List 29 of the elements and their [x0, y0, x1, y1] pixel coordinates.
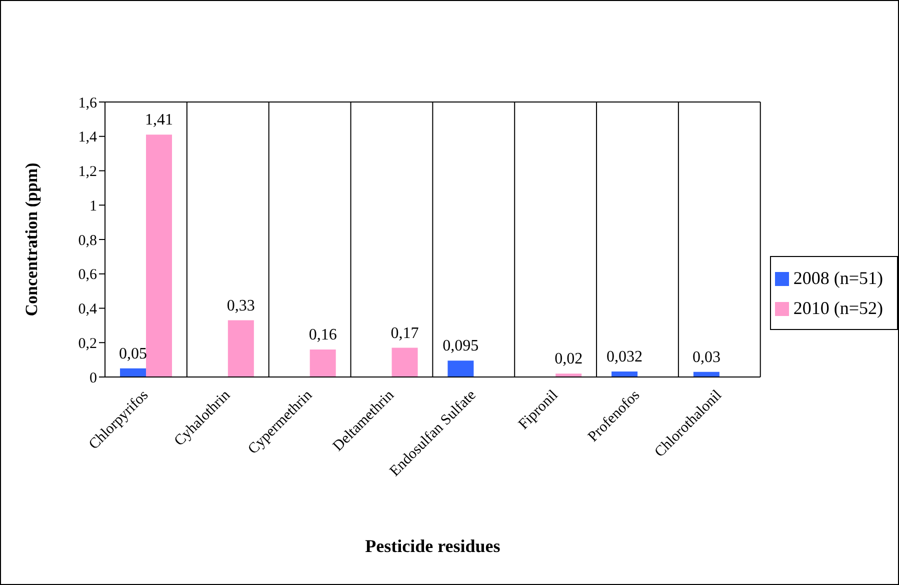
bar — [612, 372, 638, 377]
data-label: 0,095 — [442, 338, 479, 355]
y-tick-label: 0,4 — [78, 302, 98, 318]
y-axis-title: Concentration (ppm) — [22, 162, 42, 316]
data-label: 1,41 — [145, 112, 173, 129]
y-tick-label: 0,6 — [78, 267, 98, 284]
y-tick-label: 1 — [90, 198, 97, 214]
data-label: 0,05 — [119, 345, 147, 362]
x-axis-title: Pesticide residues — [365, 536, 500, 556]
bar — [120, 368, 146, 377]
data-label: 0,16 — [308, 326, 337, 344]
y-tick-label: 0 — [90, 370, 97, 386]
data-label: 0,17 — [390, 324, 419, 342]
bar — [146, 134, 172, 377]
y-tick-label: 0,8 — [78, 232, 97, 249]
y-tick-label: 1,4 — [78, 130, 98, 146]
bar — [310, 350, 336, 377]
data-label: 0,02 — [554, 350, 583, 368]
bar — [448, 360, 474, 377]
bar — [228, 320, 254, 377]
data-label: 0,33 — [226, 297, 255, 314]
y-tick-label: 1,2 — [78, 164, 97, 180]
legend-label: 2010 (n=52) — [793, 298, 883, 318]
bar — [392, 348, 418, 377]
y-tick-label: 1,6 — [78, 95, 98, 112]
data-label: 0,032 — [606, 348, 643, 366]
data-label: 0,03 — [692, 348, 720, 366]
y-tick-label: 0,2 — [78, 336, 97, 352]
legend-label: 2008 (n=51) — [793, 268, 883, 288]
